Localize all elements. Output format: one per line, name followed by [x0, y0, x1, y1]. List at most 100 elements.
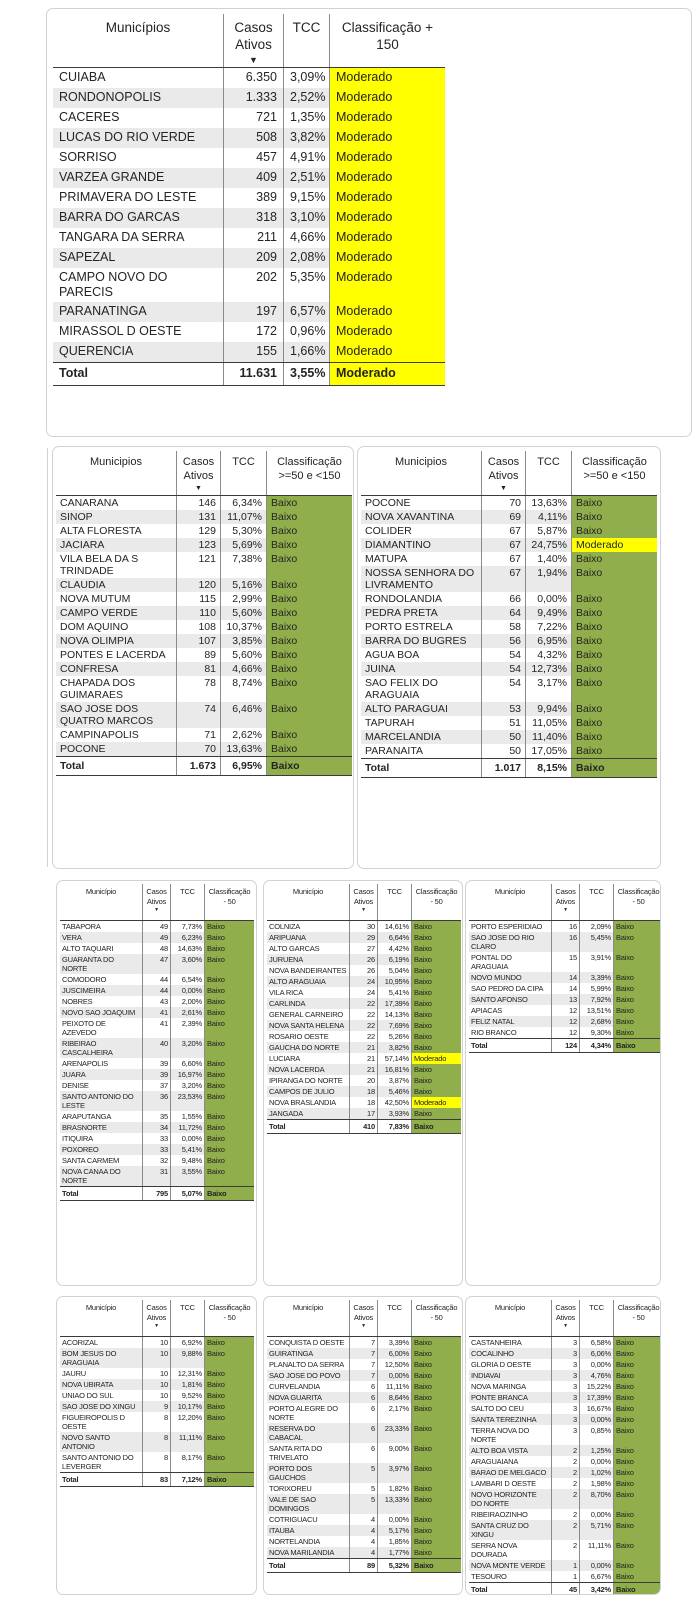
tcc-cell[interactable]: 4,32% — [525, 648, 571, 662]
casos-ativos-cell[interactable]: 7 — [349, 1348, 377, 1359]
casos-ativos-cell[interactable]: 9 — [142, 1401, 170, 1412]
municipio-cell[interactable]: COCALINHO — [471, 1349, 514, 1358]
table-row[interactable]: GUIRATINGA 7 6,00% Baixo — [267, 1348, 461, 1359]
classificacao-cell[interactable]: Baixo — [411, 1463, 461, 1483]
classificacao-cell[interactable]: Baixo — [613, 1370, 660, 1381]
tcc-cell[interactable]: 0,00% — [579, 1456, 613, 1467]
table-row[interactable]: ALTO ARAGUAIA 24 10,95% Baixo — [267, 976, 461, 987]
municipio-cell[interactable]: RIO BRANCO — [471, 1028, 517, 1037]
table-row[interactable]: JUARA 39 16,97% Baixo — [60, 1069, 254, 1080]
column-header-classificacao[interactable]: Classificação + 150 — [329, 14, 445, 67]
municipio-cell[interactable]: RONDOLANDIA — [365, 593, 443, 605]
municipio-cell[interactable]: GAUCHA DO NORTE — [269, 1043, 340, 1052]
tcc-cell[interactable]: 14,61% — [377, 921, 411, 932]
casos-ativos-cell[interactable]: 10 — [142, 1368, 170, 1379]
municipio-cell[interactable]: RONDONOPOLIS — [59, 90, 162, 104]
table-row[interactable]: LUCIARA 21 57,14% Moderado — [267, 1053, 461, 1064]
municipio-cell[interactable]: ARAGUAIANA — [471, 1457, 519, 1466]
tcc-cell[interactable]: 6,34% — [220, 496, 266, 510]
classificacao-cell[interactable]: Baixo — [613, 1016, 660, 1027]
casos-ativos-cell[interactable]: 8 — [142, 1412, 170, 1432]
casos-ativos-cell[interactable]: 32 — [142, 1155, 170, 1166]
casos-ativos-cell[interactable]: 5 — [349, 1494, 377, 1514]
table-row[interactable]: TANGARA DA SERRA 211 4,66% Moderado — [53, 228, 445, 248]
municipio-cell[interactable]: VERA — [62, 933, 82, 942]
casos-ativos-cell[interactable]: 35 — [142, 1111, 170, 1122]
tcc-cell[interactable]: 9,00% — [377, 1443, 411, 1463]
municipio-cell[interactable]: TESOURO — [471, 1572, 507, 1581]
tcc-cell[interactable]: 17,39% — [579, 1392, 613, 1403]
column-header-classificacao[interactable]: Classificação - 50 — [411, 1300, 461, 1336]
casos-ativos-cell[interactable]: 131 — [176, 510, 220, 524]
classificacao-cell[interactable]: Baixo — [613, 1348, 660, 1359]
table-row[interactable]: CAMPO VERDE 110 5,60% Baixo — [56, 606, 352, 620]
casos-ativos-cell[interactable]: 53 — [481, 702, 525, 716]
tcc-cell[interactable]: 2,51% — [283, 168, 329, 188]
classificacao-cell[interactable]: Baixo — [613, 952, 660, 972]
table-row[interactable]: JUINA 54 12,73% Baixo — [361, 662, 657, 676]
classificacao-cell[interactable]: Baixo — [613, 1478, 660, 1489]
tcc-cell[interactable]: 6,23% — [170, 932, 204, 943]
tcc-cell[interactable]: 2,17% — [377, 1403, 411, 1423]
municipio-cell[interactable]: SAO JOSE DO XINGU — [62, 1402, 136, 1411]
casos-ativos-cell[interactable]: 22 — [349, 1020, 377, 1031]
casos-ativos-cell[interactable]: 108 — [176, 620, 220, 634]
municipio-cell[interactable]: BARAO DE MELGACO — [471, 1468, 547, 1477]
tcc-cell[interactable]: 9,88% — [170, 1348, 204, 1368]
tcc-cell[interactable]: 6,54% — [170, 974, 204, 985]
casos-ativos-cell[interactable]: 54 — [481, 648, 525, 662]
casos-ativos-cell[interactable]: 2 — [551, 1467, 579, 1478]
municipio-cell[interactable]: ALTO BOA VISTA — [471, 1446, 528, 1455]
tcc-cell[interactable]: 3,82% — [377, 1042, 411, 1053]
casos-ativos-cell[interactable]: 30 — [349, 921, 377, 932]
casos-ativos-cell[interactable]: 21 — [349, 1053, 377, 1064]
table-row[interactable]: RIBEIRAO CASCALHEIRA 40 3,20% Baixo — [60, 1038, 254, 1058]
classificacao-cell[interactable]: Baixo — [613, 1540, 660, 1560]
table-row[interactable]: SANTA CARMEM 32 9,48% Baixo — [60, 1155, 254, 1166]
casos-ativos-cell[interactable]: 10 — [142, 1337, 170, 1348]
tcc-cell[interactable]: 8,70% — [579, 1489, 613, 1509]
tcc-cell[interactable]: 10,95% — [377, 976, 411, 987]
casos-ativos-cell[interactable]: 18 — [349, 1097, 377, 1108]
column-header-classificacao[interactable]: Classificação - 50 — [204, 1300, 254, 1336]
classificacao-cell[interactable]: Baixo — [266, 606, 352, 620]
column-header-classificacao[interactable]: Classificação >=50 e <150 — [571, 451, 657, 495]
table-row[interactable]: NOVA MONTE VERDE 1 0,00% Baixo — [469, 1560, 660, 1571]
table-row[interactable]: COMODORO 44 6,54% Baixo — [60, 974, 254, 985]
column-header-casos-ativos[interactable]: Casos Ativos ▼ — [223, 14, 283, 67]
table-row[interactable]: CACERES 721 1,35% Moderado — [53, 108, 445, 128]
table-row[interactable]: QUERENCIA 155 1,66% Moderado — [53, 342, 445, 362]
tcc-cell[interactable]: 13,51% — [579, 1005, 613, 1016]
municipio-cell[interactable]: ALTO GARCAS — [269, 944, 320, 953]
casos-ativos-cell[interactable]: 41 — [142, 1007, 170, 1018]
classificacao-cell[interactable]: Baixo — [411, 1381, 461, 1392]
casos-ativos-cell[interactable]: 40 — [142, 1038, 170, 1058]
tcc-cell[interactable]: 42,50% — [377, 1097, 411, 1108]
table-row[interactable]: DIAMANTINO 67 24,75% Moderado — [361, 538, 657, 552]
municipio-cell[interactable]: CAMPINAPOLIS — [60, 729, 139, 741]
casos-ativos-cell[interactable]: 39 — [142, 1058, 170, 1069]
casos-ativos-cell[interactable]: 211 — [223, 228, 283, 248]
table-row[interactable]: NOVA GUARITA 6 8,64% Baixo — [267, 1392, 461, 1403]
municipio-cell[interactable]: BARRA DO BUGRES — [365, 635, 467, 647]
table-row[interactable]: SANTA RITA DO TRIVELATO 6 9,00% Baixo — [267, 1443, 461, 1463]
tcc-cell[interactable]: 5,41% — [170, 1144, 204, 1155]
casos-ativos-cell[interactable]: 123 — [176, 538, 220, 552]
tcc-cell[interactable]: 5,69% — [220, 538, 266, 552]
table-row[interactable]: PARANATINGA 197 6,57% Moderado — [53, 302, 445, 322]
casos-ativos-cell[interactable]: 49 — [142, 932, 170, 943]
classificacao-cell[interactable]: Baixo — [411, 1031, 461, 1042]
casos-ativos-cell[interactable]: 12 — [551, 1016, 579, 1027]
municipio-cell[interactable]: JUSCIMEIRA — [62, 986, 106, 995]
table-row[interactable]: PONTAL DO ARAGUAIA 15 3,91% Baixo — [469, 952, 660, 972]
tcc-cell[interactable]: 13,63% — [525, 496, 571, 510]
casos-ativos-cell[interactable]: 7 — [349, 1370, 377, 1381]
column-header-municipio[interactable]: Município — [60, 1300, 142, 1336]
municipio-cell[interactable]: VALE DE SAO DOMINGOS — [269, 1495, 316, 1513]
casos-ativos-cell[interactable]: 44 — [142, 974, 170, 985]
table-row[interactable]: UNIAO DO SUL 10 9,52% Baixo — [60, 1390, 254, 1401]
classificacao-cell[interactable]: Baixo — [613, 1467, 660, 1478]
table-row[interactable]: CAMPO NOVO DO PARECIS 202 5,35% Moderado — [53, 268, 445, 302]
tcc-cell[interactable]: 4,66% — [220, 662, 266, 676]
casos-ativos-cell[interactable]: 457 — [223, 148, 283, 168]
